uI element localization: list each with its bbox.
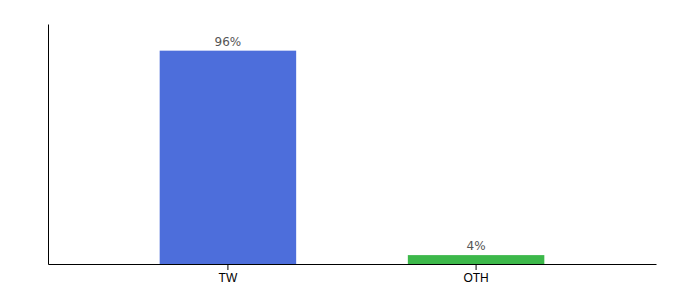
x-tick: OTH (463, 264, 488, 285)
data-labels: 96% 4% (215, 35, 486, 253)
x-tick-mark (476, 264, 477, 270)
bar (408, 255, 544, 264)
y-axis (48, 25, 49, 265)
x-tick-label: OTH (463, 271, 488, 285)
data-label: 4% (467, 239, 486, 253)
bars (160, 51, 545, 264)
x-axis-line (49, 264, 657, 265)
y-axis-line (48, 25, 49, 265)
data-label: 96% (215, 35, 242, 49)
bar (160, 51, 296, 264)
chart: TW OTH 96% 4% (0, 0, 680, 300)
plot: TW OTH 96% 4% (49, 25, 657, 285)
x-tick: TW (219, 264, 238, 285)
x-tick-label: TW (219, 271, 238, 285)
x-tick-mark (227, 264, 228, 270)
x-axis: TW OTH (49, 264, 657, 285)
